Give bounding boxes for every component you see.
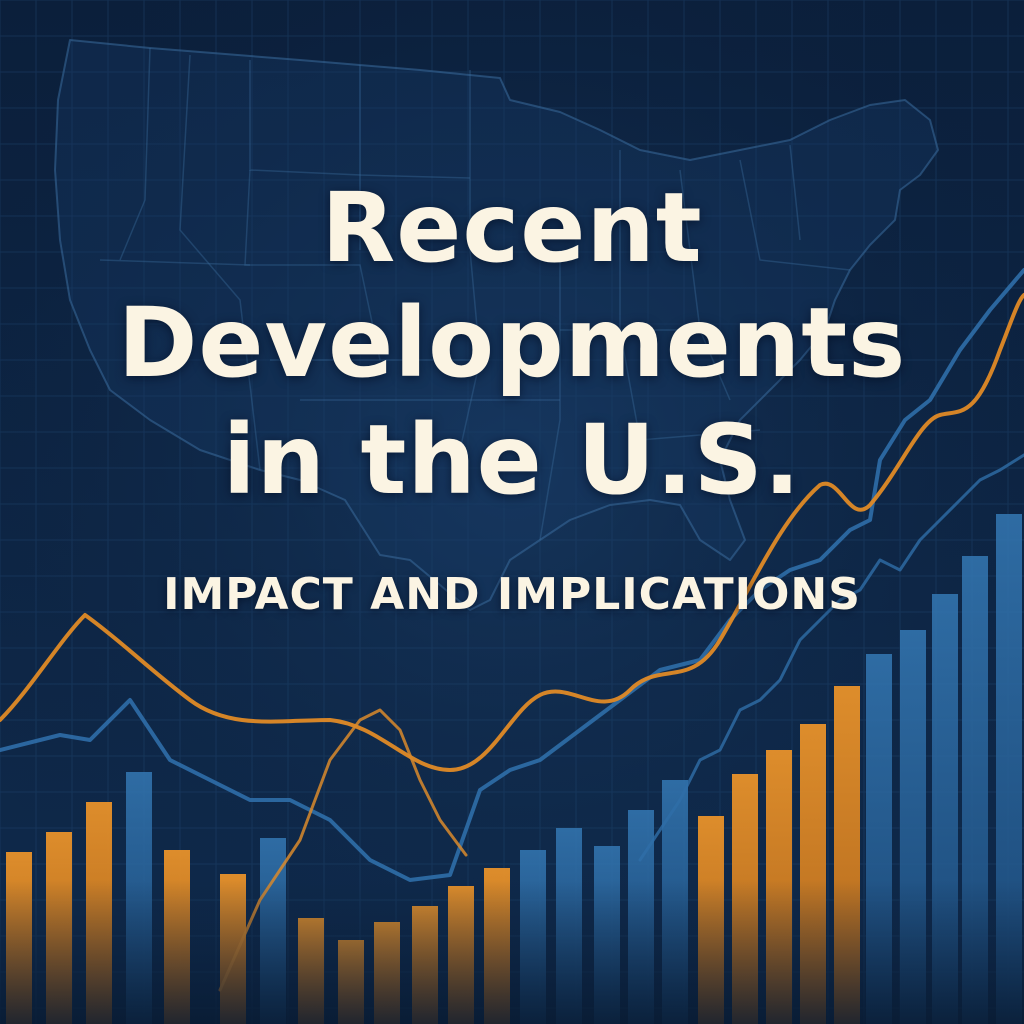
bottom-shadow [0,880,1024,1024]
orange-crossing-line [218,708,468,992]
blue-trend-line [0,268,1024,882]
us-map-outline [54,39,939,611]
trend-lines [0,268,1024,992]
blue-secondary-line [638,453,1024,862]
orange-trend-line [0,293,1024,772]
title-line-2: Developments [117,287,907,399]
title-line-3: in the U.S. [222,404,802,516]
subtitle: IMPACT AND IMPLICATIONS [163,569,861,620]
us-map-state-borders [99,47,851,541]
title-line-1: Recent [321,172,703,284]
